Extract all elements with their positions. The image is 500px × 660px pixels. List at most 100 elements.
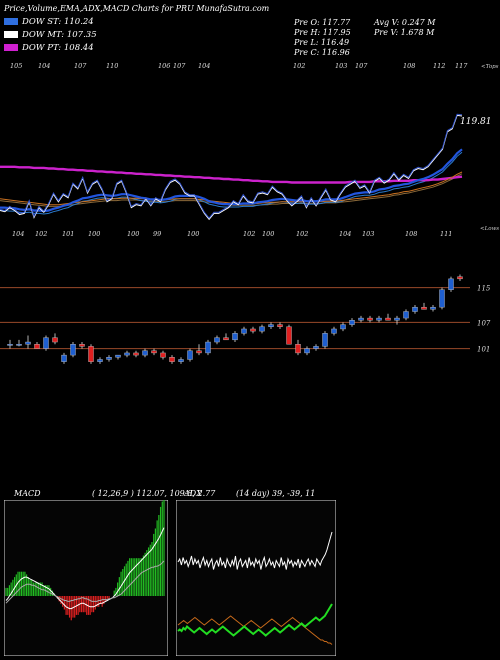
candle-body (295, 344, 301, 354)
prev-high: Pre H: 117.95 (294, 28, 351, 37)
candle-body (439, 289, 445, 308)
candle-body (268, 324, 274, 327)
signal-line (5, 560, 165, 604)
bottom-tick-label: 103 (362, 230, 374, 238)
top-tick-label: 107 (173, 62, 186, 70)
candle-body (376, 317, 382, 321)
candle-body (196, 350, 202, 354)
candle-body (286, 326, 292, 345)
top-tick-label: 104 (38, 62, 50, 70)
bottom-tick-label: 100 (88, 230, 100, 238)
bottom-tick-label: 104 (12, 230, 24, 238)
candle-body (214, 337, 220, 343)
candle-body (151, 350, 157, 354)
candle-body (169, 357, 175, 362)
adx-chart (176, 500, 336, 656)
candle-body (313, 346, 319, 349)
macd-params: ( 12,26,9 ) 112.07, 109.8, 2.77 (92, 489, 216, 498)
candle-body (106, 357, 112, 360)
candle-body (358, 317, 364, 321)
bottom-tick-label: 102 (296, 230, 308, 238)
ema-mid-line (0, 171, 463, 206)
candle-body (115, 354, 121, 358)
top-tick-label: 106 (158, 62, 170, 70)
macd-line (5, 527, 165, 610)
candlestick-chart: 115 107 101 (0, 274, 491, 364)
macd-frame (4, 500, 168, 656)
candle-body (448, 278, 454, 290)
legend-swatch (4, 18, 18, 25)
candle-body (97, 359, 103, 362)
bottom-tick-label: 100 (127, 230, 139, 238)
top-tick-label: 107 (74, 62, 87, 70)
macd-chart (4, 500, 168, 656)
candle-body (34, 344, 40, 349)
site-text: MunafaSutra.com (196, 4, 270, 13)
candle-body (403, 311, 409, 319)
candle-body (205, 341, 211, 354)
di-plus-line (177, 603, 333, 637)
candle-body (79, 344, 85, 347)
prev-low: Pre L: 116.49 (294, 38, 350, 47)
candle-body (340, 324, 346, 330)
top-tick-label: 107 (355, 62, 368, 70)
legend-label: DOW PT: 108.44 (22, 43, 94, 53)
candle-body (304, 348, 310, 354)
candle-body (16, 344, 22, 346)
candle-body (367, 317, 373, 321)
candle-body (412, 306, 418, 312)
legend-swatch (4, 31, 18, 38)
legend-label: DOW ST: 110.24 (22, 17, 94, 27)
candle-body (394, 317, 400, 321)
bottom-tick-label: 101 (62, 230, 74, 238)
candle-body (232, 333, 238, 341)
legend-dow-mt: DOW MT: 107.35 (4, 30, 97, 40)
price-level-label: 101 (477, 346, 490, 354)
price-dashed-line (0, 113, 463, 219)
last-price-label: 119.81 (460, 117, 492, 127)
price-line (0, 114, 463, 221)
candle-body (7, 344, 13, 346)
legend-dow-st: DOW ST: 110.24 (4, 17, 94, 27)
bottom-tick-label: 104 (339, 230, 351, 238)
candle-body (250, 328, 256, 332)
candle-body (70, 344, 76, 356)
top-tick-label: 102 (293, 62, 305, 70)
price-level-label: 107 (477, 319, 491, 327)
bottom-tick-label: 100 (187, 230, 199, 238)
candle-body (52, 337, 58, 343)
bottom-tick-label: 100 (262, 230, 274, 238)
candle-body (124, 352, 130, 356)
adx-line (177, 531, 333, 570)
avg-volume: Avg V: 0.247 M (374, 18, 436, 27)
candle-body (25, 341, 31, 345)
top-tick-label: 105 (10, 62, 22, 70)
candle-body (277, 324, 283, 327)
tops-label: <Tops (481, 64, 499, 70)
top-tick-label: 110 (106, 62, 118, 70)
adx-params: (14 day) 39, -39, 11 (236, 489, 316, 498)
legend-dow-pt: DOW PT: 108.44 (4, 43, 94, 53)
chart-title: Price,Volume,EMA,ADX,MACD Charts for PRU… (4, 4, 269, 13)
top-tick-label: 103 (335, 62, 347, 70)
candle-body (259, 326, 265, 332)
candle-body (61, 354, 67, 362)
top-tick-label: 117 (455, 62, 468, 70)
candle-body (349, 320, 355, 325)
candle-body (133, 352, 139, 356)
prev-open: Pre O: 117.77 (294, 18, 351, 27)
candle-body (430, 306, 436, 310)
legend-swatch (4, 44, 18, 51)
lows-label: <Lows (480, 226, 499, 232)
candle-body (142, 350, 148, 356)
bottom-tick-label: 111 (440, 230, 452, 238)
title-text: Price,Volume,EMA,ADX,MACD Charts for PRU (4, 4, 194, 13)
di-minus-line (177, 615, 333, 645)
candle-body (421, 306, 427, 310)
top-tick-label: 112 (433, 62, 445, 70)
bottom-tick-label: 99 (153, 230, 161, 238)
price-level-label: 115 (477, 285, 491, 293)
legend-label: DOW MT: 107.35 (22, 30, 97, 40)
candle-body (43, 337, 49, 349)
top-tick-label: 108 (403, 62, 415, 70)
